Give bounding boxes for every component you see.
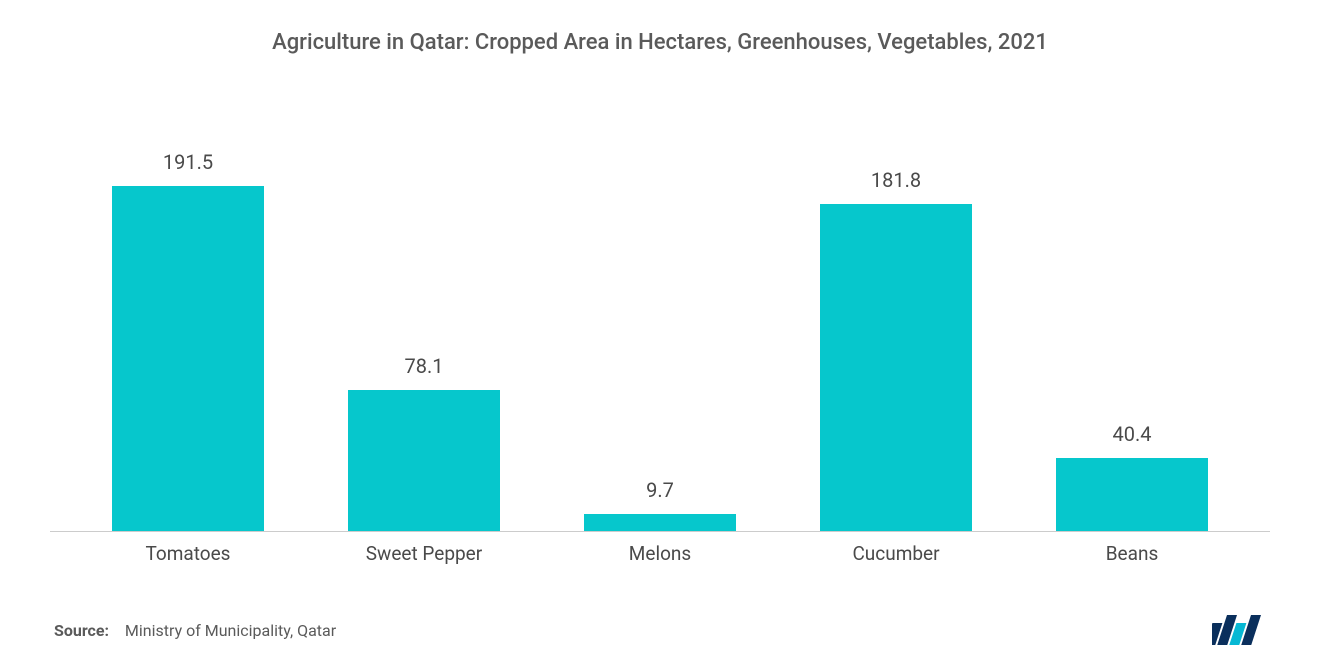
bar <box>584 514 737 531</box>
x-axis-label: Tomatoes <box>82 542 294 565</box>
bar-value-label: 78.1 <box>404 354 443 378</box>
bar <box>348 390 501 531</box>
x-axis-label: Sweet Pepper <box>318 542 530 565</box>
bar-group: 181.8 <box>790 168 1002 531</box>
bar <box>112 186 265 531</box>
plot-area: 191.5 78.1 9.7 181.8 40.4 <box>50 105 1270 532</box>
x-axis-label: Melons <box>554 542 766 565</box>
bar-group: 9.7 <box>554 478 766 531</box>
bar <box>820 204 973 531</box>
bar-group: 78.1 <box>318 354 530 531</box>
x-axis-label: Cucumber <box>790 542 1002 565</box>
source-value: Ministry of Municipality, Qatar <box>125 621 336 640</box>
source-row: Source: Ministry of Municipality, Qatar <box>50 615 1270 645</box>
bar-value-label: 40.4 <box>1112 422 1151 446</box>
chart-container: Agriculture in Qatar: Cropped Area in He… <box>0 0 1320 665</box>
chart-title: Agriculture in Qatar: Cropped Area in He… <box>50 30 1270 55</box>
x-axis-labels: Tomatoes Sweet Pepper Melons Cucumber Beans <box>50 532 1270 565</box>
source-label: Source: <box>54 621 109 640</box>
source-text: Source: Ministry of Municipality, Qatar <box>54 621 336 640</box>
x-axis-label: Beans <box>1026 542 1238 565</box>
bar-group: 191.5 <box>82 150 294 531</box>
bar-group: 40.4 <box>1026 422 1238 531</box>
mordor-logo-icon <box>1212 615 1266 645</box>
bar-value-label: 181.8 <box>871 168 921 192</box>
bar <box>1056 458 1209 531</box>
bar-value-label: 191.5 <box>163 150 213 174</box>
bar-value-label: 9.7 <box>646 478 674 502</box>
